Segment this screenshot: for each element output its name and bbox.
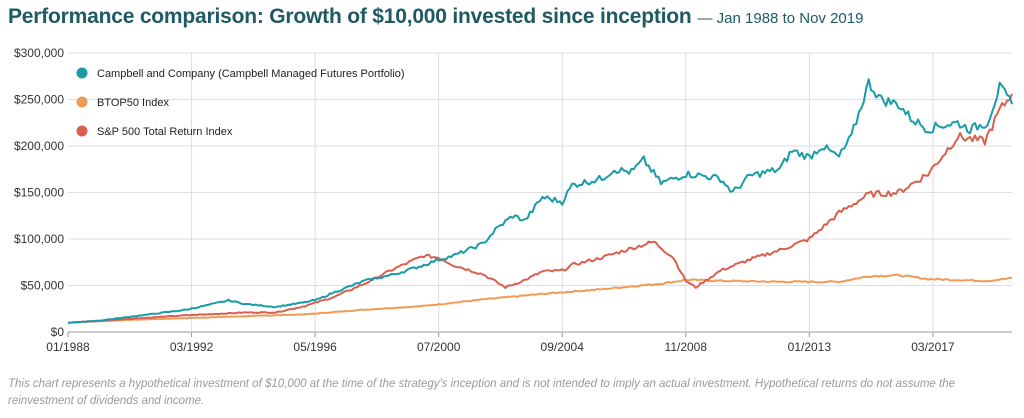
- series-line-campbell: [68, 78, 1013, 324]
- chart-subtitle: — Jan 1988 to Nov 2019: [697, 10, 864, 27]
- performance-line-chart: $0 $50,000 $100,000 $150,000 $200,000 $250,00…: [14, 46, 1013, 354]
- chart-legend: Campbell and Company (Campbell Managed F…: [76, 67, 405, 138]
- y-tick-label: $0: [51, 325, 65, 339]
- x-tick-label: 09/2004: [541, 340, 585, 354]
- y-tick-label: $50,000: [21, 279, 65, 293]
- series-lines: [67, 78, 1013, 324]
- y-tick-label: $200,000: [14, 139, 64, 153]
- x-tick-label: 01/1988: [46, 340, 90, 354]
- legend-label-sp500: S&P 500 Total Return Index: [97, 126, 233, 138]
- series-line-sp500: [67, 93, 1013, 324]
- y-axis-ticks: $0 $50,000 $100,000 $150,000 $200,000 $250,00…: [14, 46, 64, 339]
- x-tick-label: 03/2017: [911, 340, 955, 354]
- legend-marker-btop50: [76, 96, 88, 108]
- y-tick-label: $300,000: [14, 46, 64, 60]
- y-tick-label: $150,000: [14, 186, 64, 200]
- chart-disclaimer: This chart represents a hypothetical inv…: [8, 378, 956, 407]
- x-tick-label: 01/2013: [788, 340, 832, 354]
- x-tick-label: 11/2008: [665, 340, 708, 354]
- legend-label-campbell: Campbell and Company (Campbell Managed F…: [97, 68, 405, 80]
- x-tick-label: 05/1996: [293, 340, 337, 354]
- series-line-btop50: [67, 273, 1013, 324]
- x-tick-label: 03/1992: [170, 340, 214, 354]
- y-tick-label: $100,000: [14, 232, 64, 246]
- grid-lines: [68, 52, 1012, 333]
- chart-title-row: Performance comparison: Growth of $10,00…: [8, 5, 863, 29]
- x-tick-label: 07/2000: [417, 340, 461, 354]
- x-axis-ticks: 01/1988 03/1992 05/1996 07/2000 09/2004 11/20…: [46, 332, 955, 354]
- legend-marker-campbell: [76, 67, 88, 79]
- y-tick-label: $250,000: [14, 93, 64, 107]
- legend-label-btop50: BTOP50 Index: [97, 97, 169, 109]
- chart-title: Performance comparison: Growth of $10,00…: [8, 5, 692, 28]
- legend-marker-sp500: [76, 125, 88, 137]
